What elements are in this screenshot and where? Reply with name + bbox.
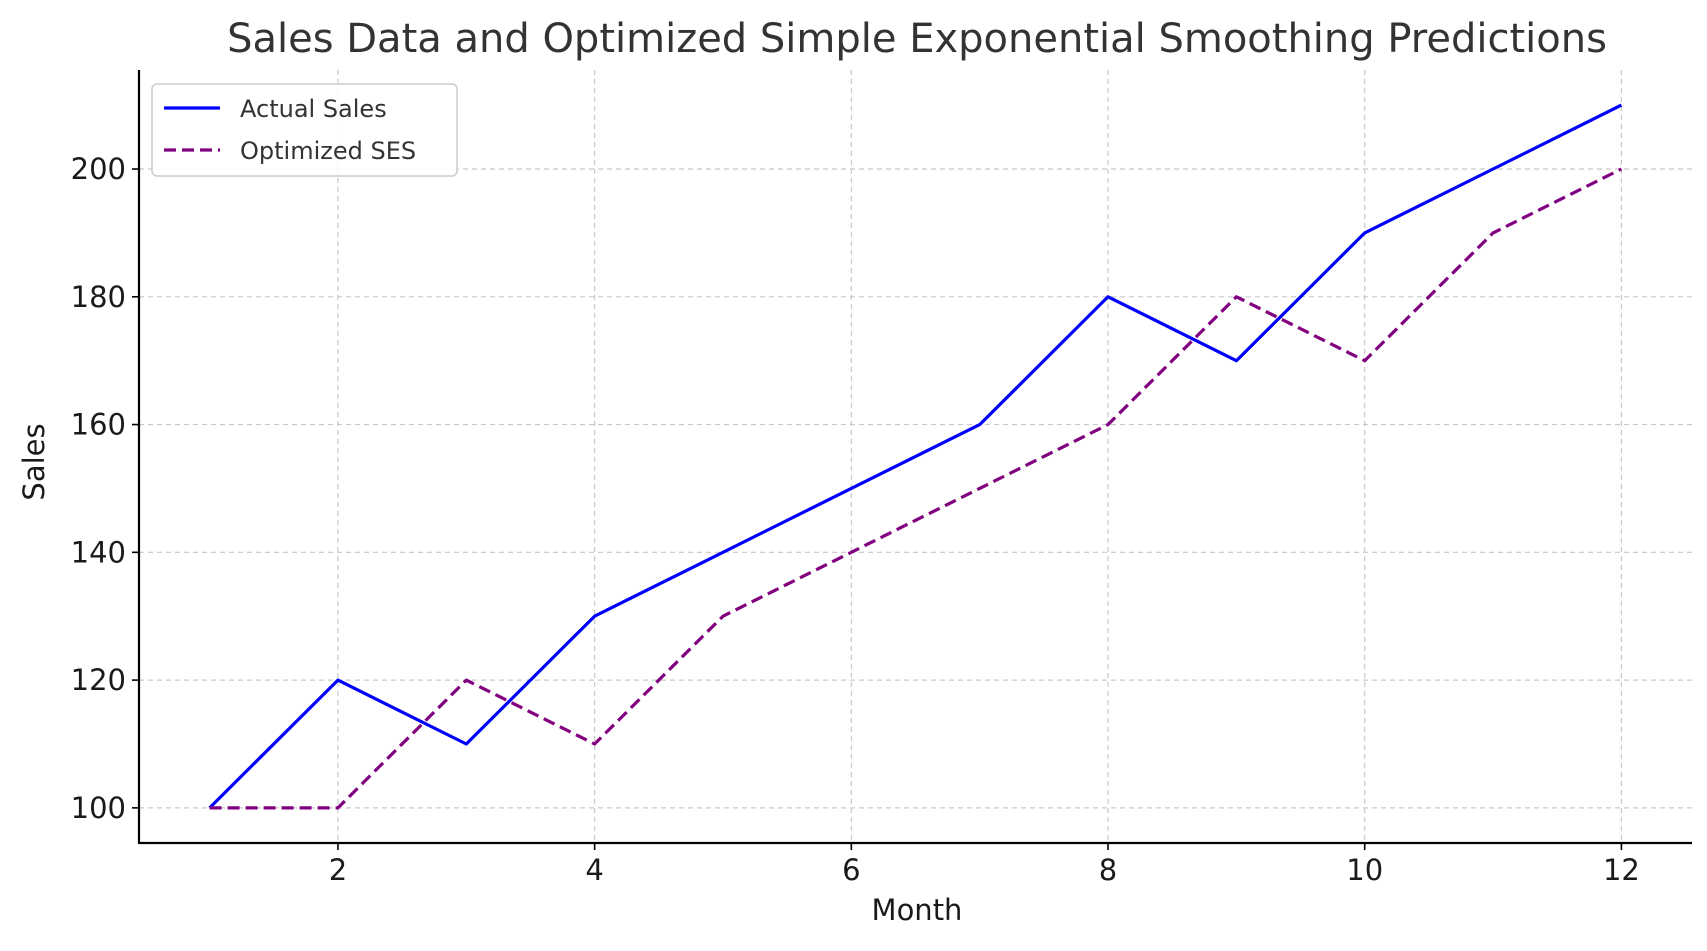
series-line-optimized-ses (209, 167, 1623, 810)
y-tick-label: 100 (71, 791, 126, 825)
x-tick-label: 4 (585, 853, 603, 887)
y-tick-label: 120 (71, 663, 126, 697)
grid-layer (139, 70, 1692, 843)
y-tick-label: 180 (71, 280, 126, 314)
y-tick-label: 160 (71, 408, 126, 442)
x-tick-label: 2 (329, 853, 347, 887)
legend-label-actual-sales: Actual Sales (240, 95, 387, 123)
series-line-actual-sales (208, 103, 1623, 810)
chart-title: Sales Data and Optimized Simple Exponent… (227, 16, 1607, 62)
y-tick-label: 140 (71, 535, 126, 569)
y-tick-label: 200 (71, 152, 126, 186)
axes-layer (137, 70, 1692, 845)
series-layer (208, 103, 1623, 810)
legend-label-optimized-ses: Optimized SES (240, 137, 416, 165)
x-tick-label: 6 (842, 853, 860, 887)
legend: Actual Sales Optimized SES (151, 83, 458, 177)
x-tick-label: 10 (1346, 853, 1383, 887)
x-tick-label: 8 (1099, 853, 1117, 887)
legend-frame (151, 83, 458, 177)
x-tick-label: 12 (1603, 853, 1640, 887)
y-axis-label: Sales (17, 423, 51, 500)
x-axis-label: Month (872, 893, 963, 927)
ticks-layer: 2 4 6 8 10 12 100 120 140 160 180 200 (71, 152, 1640, 887)
